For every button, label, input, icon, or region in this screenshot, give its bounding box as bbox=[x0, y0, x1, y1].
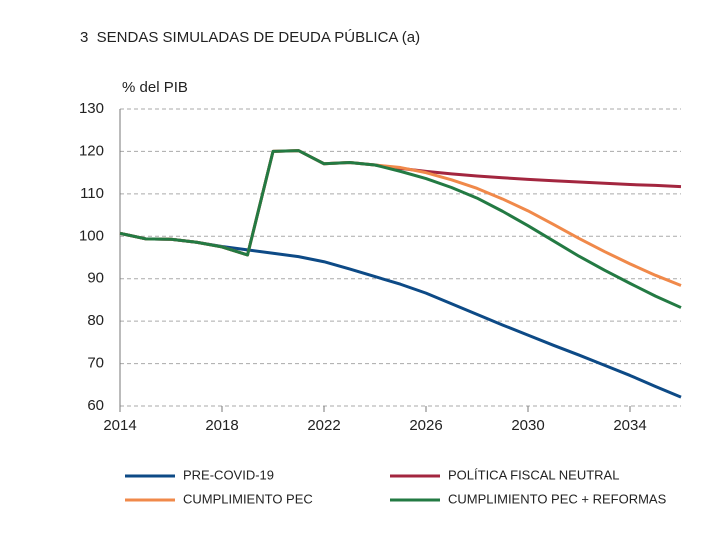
y-tick-label: 120 bbox=[79, 142, 104, 159]
legend-label: CUMPLIMIENTO PEC + REFORMAS bbox=[448, 491, 667, 506]
x-tick-label: 2026 bbox=[409, 417, 442, 434]
x-tick-label: 2014 bbox=[103, 417, 136, 434]
y-tick-label: 130 bbox=[79, 100, 104, 117]
x-tick-label: 2022 bbox=[307, 417, 340, 434]
series-line bbox=[119, 231, 682, 399]
y-tick-label: 100 bbox=[79, 227, 104, 244]
y-tick-label: 60 bbox=[87, 397, 104, 414]
legend-label: PRE-COVID-19 bbox=[183, 467, 274, 482]
y-tick-label: 70 bbox=[87, 355, 104, 372]
y-axis-label: % del PIB bbox=[122, 79, 188, 96]
legend-label: CUMPLIMIENTO PEC bbox=[183, 491, 313, 506]
x-tick-label: 2018 bbox=[205, 417, 238, 434]
x-tick-label: 2030 bbox=[511, 417, 544, 434]
legend-label: POLÍTICA FISCAL NEUTRAL bbox=[448, 467, 619, 482]
y-tick-label: 80 bbox=[87, 312, 104, 329]
chart-title: 3 SENDAS SIMULADAS DE DEUDA PÚBLICA (a) bbox=[80, 29, 420, 46]
y-tick-label: 110 bbox=[80, 185, 104, 202]
series-line bbox=[119, 149, 682, 309]
x-tick-label: 2034 bbox=[613, 417, 646, 434]
y-tick-label: 90 bbox=[87, 270, 104, 287]
